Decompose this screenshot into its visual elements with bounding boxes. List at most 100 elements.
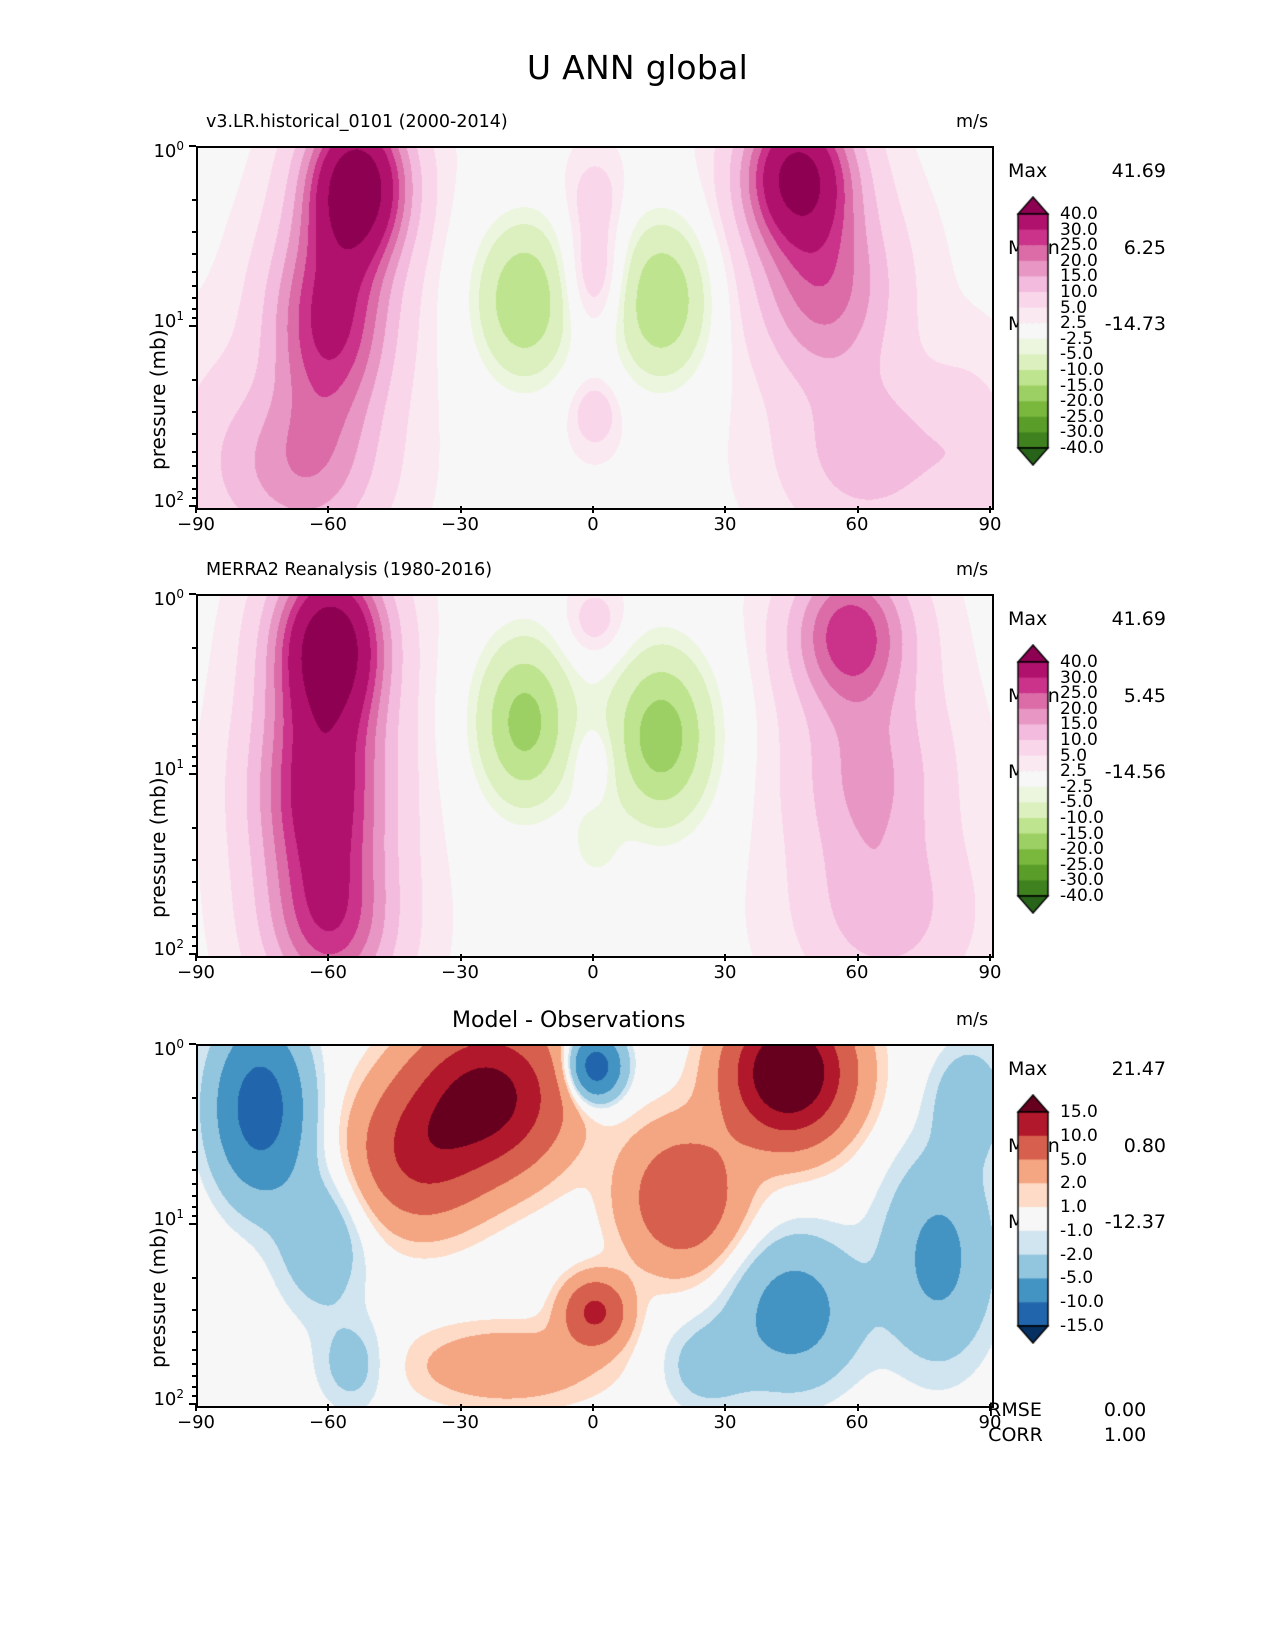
- y-tick-mark: [192, 270, 196, 273]
- contour-plot-model: [196, 146, 994, 510]
- colorbar-tick-label: -15.0: [1060, 823, 1104, 844]
- x-tick-mark: [989, 954, 991, 961]
- colorbar-tick-label: -5.0: [1060, 792, 1094, 813]
- x-tick-mark: [856, 506, 859, 513]
- colorbar-tick-label: -30.0: [1060, 422, 1104, 443]
- x-tick--60-model: −60: [309, 514, 347, 535]
- y-tick-mark: [192, 316, 196, 319]
- x-tick--90-difference: −90: [177, 1412, 215, 1433]
- x-tick-60-observations: 60: [845, 962, 869, 983]
- y-tick-mark: [192, 701, 196, 704]
- colorbar-tick-label: -15.0: [1060, 375, 1104, 396]
- y-tick-100mb-model: 102: [153, 489, 184, 512]
- y-tick-mark: [192, 487, 196, 490]
- x-tick--60-observations: −60: [309, 962, 347, 983]
- colorbar-difference: [1012, 1094, 1054, 1344]
- stat-value-max: 21.47: [1111, 1058, 1166, 1080]
- panel-title-observations: MERRA2 Reanalysis (1980-2016): [206, 560, 493, 580]
- y-tick-mark: [192, 1363, 196, 1366]
- x-tick-0-difference: 0: [587, 1412, 599, 1433]
- colorbar-tick-label: -1.0: [1060, 1220, 1094, 1241]
- x-tick--90-model: −90: [177, 514, 215, 535]
- y-tick-10mb-observations: 101: [153, 757, 184, 780]
- y-tick-mark: [192, 1375, 196, 1378]
- y-tick-mark: [192, 465, 196, 468]
- x-tick-mark: [195, 1404, 197, 1411]
- y-tick-mark: [189, 1223, 196, 1225]
- x-tick-90-model: 90: [978, 514, 1002, 535]
- x-tick-mark: [724, 954, 727, 961]
- x-tick-mark: [459, 1404, 462, 1411]
- panel-units-difference: m/s: [956, 1010, 989, 1030]
- y-tick-mark: [192, 935, 196, 938]
- colorbar-tick-label: 2.5: [1060, 313, 1088, 334]
- y-tick-mark: [189, 325, 196, 327]
- y-tick-mark: [192, 827, 196, 830]
- y-tick-mark: [192, 1097, 196, 1100]
- y-tick-mark: [192, 745, 196, 748]
- stat-label-max: Max: [1008, 608, 1048, 630]
- y-tick-mark: [192, 1214, 196, 1217]
- y-tick-mark: [192, 647, 196, 650]
- x-tick--90-observations: −90: [177, 962, 215, 983]
- x-tick-mark: [459, 506, 462, 513]
- y-tick-mark: [192, 1331, 196, 1334]
- x-tick-mark: [724, 1404, 727, 1411]
- y-tick-mark: [192, 199, 196, 202]
- x-tick-mark: [327, 506, 330, 513]
- y-tick-mark: [192, 1308, 196, 1311]
- panel-units-model: m/s: [956, 112, 989, 132]
- x-tick-0-model: 0: [587, 514, 599, 535]
- x-tick-mark: [856, 1404, 859, 1411]
- x-tick-30-observations: 30: [713, 962, 737, 983]
- x-tick-mark: [459, 954, 462, 961]
- y-tick-mark: [192, 1385, 196, 1388]
- x-tick-0-observations: 0: [587, 962, 599, 983]
- panel-title-difference: Model - Observations: [452, 1008, 686, 1033]
- y-tick-100mb-difference: 102: [153, 1387, 184, 1410]
- x-tick-mark: [592, 954, 594, 961]
- y-axis-label-model: pressure (mb): [146, 329, 170, 470]
- colorbar-tick-label: -20.0: [1060, 839, 1104, 860]
- stat-value-rmse: 0.00: [1103, 1398, 1147, 1421]
- colorbar-tick-label: 20.0: [1060, 250, 1098, 271]
- stat-value-min: -14.73: [1104, 313, 1166, 335]
- x-tick--30-difference: −30: [441, 1412, 479, 1433]
- y-tick-mark: [192, 1277, 196, 1280]
- y-tick-mark: [192, 913, 196, 916]
- y-tick-mark: [192, 718, 196, 721]
- y-tick-mark: [192, 755, 196, 758]
- y-tick-mark: [192, 944, 196, 947]
- y-tick-mark: [192, 881, 196, 884]
- x-tick-mark: [195, 954, 197, 961]
- colorbar-tick-label: 15.0: [1060, 266, 1098, 287]
- colorbar-model: [1012, 196, 1054, 466]
- x-tick-mark: [856, 954, 859, 961]
- y-tick-mark: [192, 433, 196, 436]
- y-tick-mark: [192, 410, 196, 413]
- colorbar-tick-label: -10.0: [1060, 808, 1104, 828]
- y-tick-10mb-model: 101: [153, 309, 184, 332]
- y-tick-100mb-observations: 102: [153, 937, 184, 960]
- y-tick-mark: [192, 1195, 196, 1198]
- stat-value-mean: 0.80: [1123, 1134, 1166, 1157]
- figure-title: U ANN global: [526, 48, 749, 87]
- stat-value-mean: 6.25: [1123, 236, 1166, 259]
- stat-value-min: -14.56: [1104, 761, 1166, 783]
- x-tick-mark: [724, 506, 727, 513]
- y-axis-label-difference: pressure (mb): [146, 1227, 170, 1368]
- colorbar-tick-label: 30.0: [1060, 667, 1098, 688]
- y-tick-mark: [189, 593, 196, 595]
- colorbar-tick-label: 40.0: [1060, 652, 1098, 672]
- colorbar-tick-label: -30.0: [1060, 870, 1104, 891]
- colorbar-tick-label: -20.0: [1060, 391, 1104, 412]
- x-tick--30-observations: −30: [441, 962, 479, 983]
- y-tick-mark: [192, 898, 196, 901]
- stat-value-mean: 5.45: [1123, 684, 1166, 707]
- y-tick-mark: [192, 1394, 196, 1397]
- stat-value-max: 41.69: [1111, 160, 1166, 182]
- panel-units-observations: m/s: [956, 560, 989, 580]
- x-tick-mark: [989, 506, 991, 513]
- y-tick-mark: [192, 1348, 196, 1351]
- y-tick-mark: [192, 858, 196, 861]
